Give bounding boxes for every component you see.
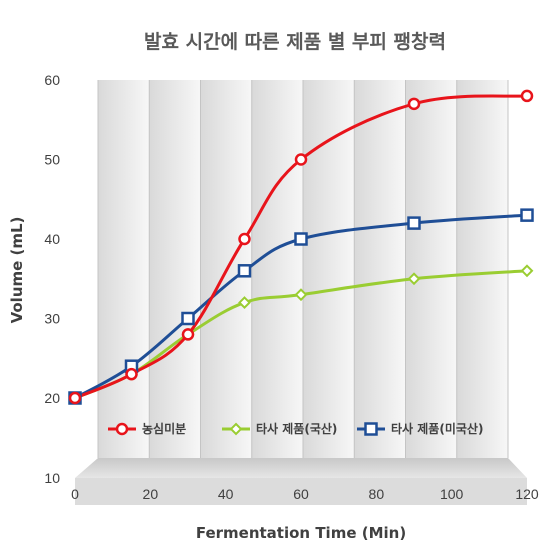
legend-label: 타사 제품(미국산) [391,421,483,436]
chart-title: 발효 시간에 따른 제품 별 부피 팽창력 [144,31,446,53]
x-tick-label: 0 [71,486,79,502]
legend-marker [115,422,129,436]
data-point [407,216,421,230]
x-tick-label: 60 [293,486,309,502]
data-point [520,264,534,278]
y-tick-label: 10 [44,470,60,486]
data-point [237,264,252,278]
x-axis-ticks: 0 20 40 60 80 100 120 [71,486,539,502]
data-point [181,328,195,341]
y-tick-label: 20 [44,390,60,406]
x-tick-label: 80 [369,486,385,502]
legend-marker [364,422,378,436]
legend: 농심미분 타사 제품(국산) 타사 제품(미국산) [108,421,483,436]
y-tick-label: 30 [44,311,60,327]
plot-band [303,80,355,458]
legend-label: 농심미분 [142,421,186,436]
plot-band [354,80,406,458]
y-axis-ticks: 10 20 30 40 50 60 [44,72,60,486]
data-point [407,97,421,111]
plot-band [251,80,303,458]
plot-background [75,80,527,505]
data-point [407,272,421,286]
data-point [68,391,82,405]
plot-band [149,80,201,458]
plot-band [405,80,457,458]
plot-band [456,80,508,458]
data-point [125,367,138,381]
plot-band [98,80,150,458]
data-point [238,232,251,246]
legend-marker [229,422,243,436]
legend-label: 타사 제품(국산) [256,421,337,436]
y-tick-label: 40 [44,231,60,247]
data-point [294,232,308,246]
plot-floor-front [75,478,527,505]
data-point [238,296,251,310]
plot-floor [75,458,527,478]
x-tick-label: 40 [218,486,234,502]
x-tick-label: 100 [440,486,464,502]
data-point [294,288,308,302]
y-axis-title: Volume (mL) [8,217,26,324]
x-tick-label: 120 [515,486,539,502]
y-tick-label: 60 [44,72,60,88]
x-tick-label: 20 [143,486,159,502]
data-point [181,311,195,326]
data-point [294,153,308,166]
x-axis-title: Fermentation Time (Min) [196,524,406,542]
data-point [520,208,534,222]
series-markers [68,89,534,405]
y-tick-label: 50 [44,152,60,168]
data-point [520,89,534,103]
